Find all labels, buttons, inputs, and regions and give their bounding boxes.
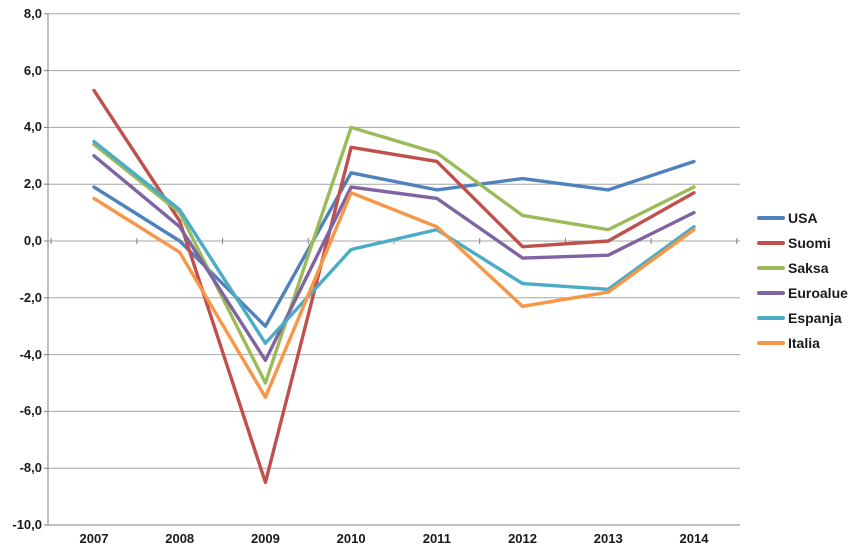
series-line-euroalue	[92, 154, 696, 362]
x-axis-label: 2007	[79, 531, 109, 546]
y-axis-label: 4,0	[23, 119, 42, 135]
series-line-saksa	[92, 125, 696, 385]
x-axis-label: 2008	[165, 531, 195, 546]
y-axis-label: 6,0	[23, 62, 42, 78]
x-axis-label: 2014	[679, 531, 709, 546]
legend-label: Saksa	[788, 259, 829, 276]
series-line-usa	[92, 159, 696, 328]
legend-line-swatch	[757, 215, 785, 220]
series-line-espanja	[92, 139, 696, 345]
legend-line-swatch	[757, 240, 785, 245]
x-axis-label: 2011	[422, 531, 451, 546]
y-axis-label: -10,0	[12, 517, 42, 532]
y-axis-label: 8,0	[23, 5, 42, 21]
x-axis-label: 2013	[593, 531, 623, 546]
y-axis-label: -8,0	[19, 460, 42, 476]
legend-label: Euroalue	[788, 284, 848, 301]
y-axis-label: 2,0	[23, 176, 42, 192]
legend-item-usa: USA	[757, 205, 848, 230]
legend-label: Suomi	[788, 234, 831, 251]
legend-line-swatch	[757, 340, 785, 345]
legend-item-saksa: Saksa	[757, 255, 848, 280]
legend-label: USA	[788, 209, 818, 226]
legend-label: Espanja	[788, 309, 842, 326]
y-axis-label: 0,0	[23, 233, 42, 248]
legend-line-swatch	[757, 315, 785, 320]
y-axis-label: -2,0	[19, 289, 42, 305]
chart-legend: USA Suomi Saksa Euroalue Espanja Italia	[757, 205, 848, 355]
y-axis-label: -4,0	[19, 346, 42, 362]
legend-line-swatch	[757, 290, 785, 295]
legend-item-espanja: Espanja	[757, 305, 848, 330]
legend-line-swatch	[757, 265, 785, 270]
x-axis-label: 2009	[250, 531, 280, 546]
series-line-italia	[92, 191, 696, 399]
legend-item-suomi: Suomi	[757, 230, 848, 255]
x-axis-label: 2012	[508, 531, 537, 546]
legend-label: Italia	[788, 334, 820, 351]
y-axis-label: -6,0	[19, 403, 42, 419]
series-line-suomi	[92, 88, 696, 485]
legend-item-italia: Italia	[757, 330, 848, 355]
legend-item-euroalue: Euroalue	[757, 280, 848, 305]
x-axis-label: 2010	[336, 531, 366, 546]
